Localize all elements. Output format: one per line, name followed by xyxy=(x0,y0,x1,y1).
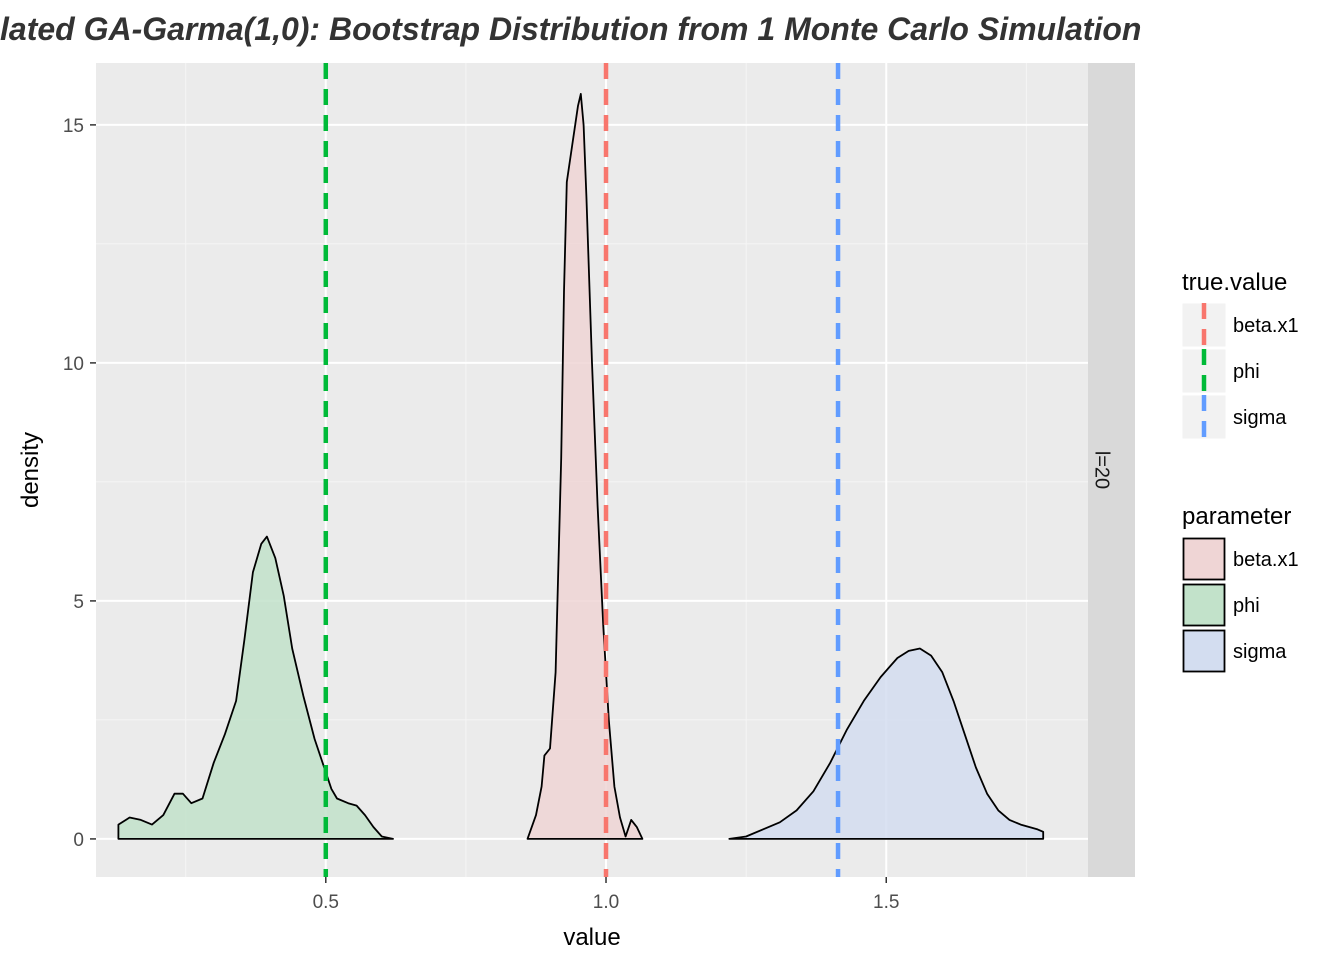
legend-true-value-title: true.value xyxy=(1182,269,1287,296)
density-area-phi xyxy=(117,535,394,840)
legend-parameter: beta.x1 phi sigma xyxy=(1181,536,1299,674)
x-axis-label: value xyxy=(563,924,620,951)
facet-strip-label: l=20 xyxy=(1091,451,1113,489)
y-tick-label: 0 xyxy=(73,830,84,851)
legend-swatch-phi xyxy=(1182,583,1226,627)
y-tick-label: 5 xyxy=(73,592,84,613)
legend-swatch-beta.x1 xyxy=(1182,537,1226,581)
density-area-beta.x1 xyxy=(526,93,644,840)
x-axis: 0.5 1.0 1.5 xyxy=(313,877,899,913)
legend-true-value-label: sigma xyxy=(1233,407,1287,429)
y-tick-label: 15 xyxy=(63,116,84,137)
legend-parameter-title: parameter xyxy=(1182,503,1291,530)
x-tick-label: 0.5 xyxy=(313,892,339,913)
legend-swatch-sigma xyxy=(1182,629,1226,673)
legend-parameter-label: phi xyxy=(1233,595,1260,617)
legend-parameter-label: sigma xyxy=(1233,641,1287,663)
legend-true-value-label: phi xyxy=(1233,361,1260,383)
density-area-sigma xyxy=(728,647,1045,840)
facet-strip xyxy=(1088,63,1135,877)
legend-parameter-label: beta.x1 xyxy=(1233,549,1299,571)
y-axis-label: density xyxy=(17,432,44,508)
true-value-lines xyxy=(323,63,841,877)
x-tick-label: 1.0 xyxy=(593,892,619,913)
chart-title: lated GA-Garma(1,0): Bootstrap Distribut… xyxy=(0,11,1141,47)
x-tick-label: 1.5 xyxy=(873,892,899,913)
density-areas xyxy=(117,93,1045,840)
y-tick-label: 10 xyxy=(63,354,84,375)
legend-true-value-label: beta.x1 xyxy=(1233,315,1299,337)
y-axis: 0 5 10 15 xyxy=(63,116,96,851)
legend-true-value: beta.x1 phi sigma xyxy=(1181,302,1299,440)
